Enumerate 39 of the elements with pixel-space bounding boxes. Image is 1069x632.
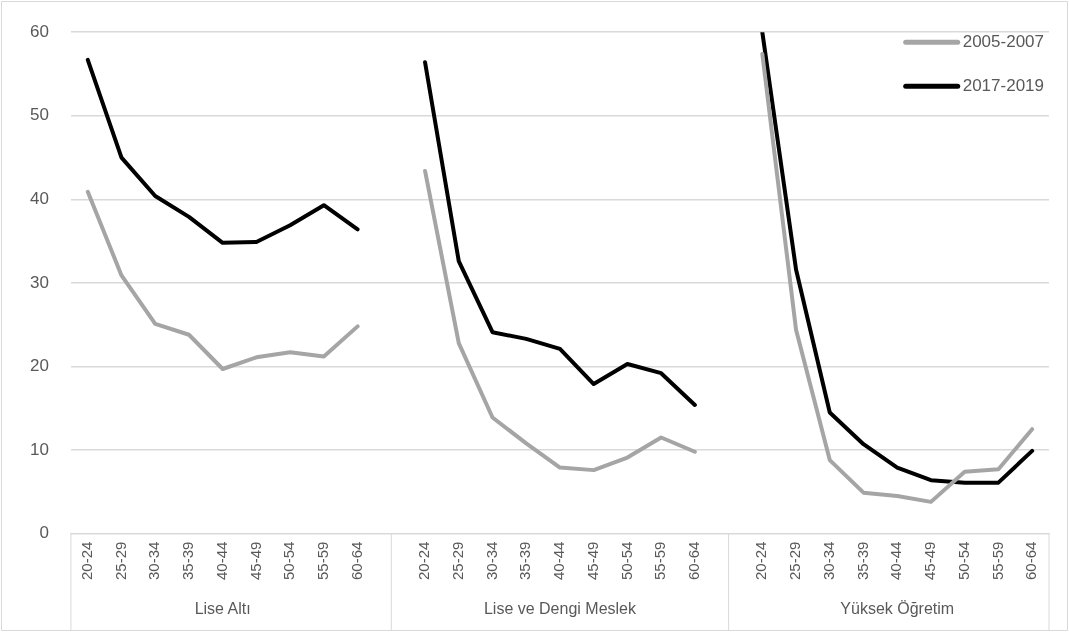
x-tick-label: 30-34 <box>819 541 837 581</box>
x-tick-label: 50-54 <box>280 541 298 581</box>
x-tick-label: 60-64 <box>685 541 702 581</box>
x-tick-label: 35-39 <box>516 541 534 581</box>
x-tick-label: 20-24 <box>752 541 770 581</box>
x-tick-label: 50-54 <box>617 541 635 581</box>
x-tick-label: 25-29 <box>448 541 466 581</box>
legend-label: 2005-2007 <box>962 31 1045 51</box>
y-tick-label: 30 <box>29 272 49 292</box>
x-tick-label: 45-49 <box>246 541 264 581</box>
x-tick-label: 20-24 <box>415 541 433 581</box>
x-tick-label: 30-34 <box>482 541 500 581</box>
x-tick-label: 35-39 <box>853 541 871 581</box>
y-tick-label: 50 <box>29 105 49 125</box>
y-tick-label: 60 <box>29 21 49 41</box>
x-tick-label: 25-29 <box>786 541 804 581</box>
x-tick-label: 55-59 <box>314 541 331 581</box>
x-tick-label: 60-64 <box>1022 541 1040 581</box>
x-tick-label: 55-59 <box>988 541 1006 581</box>
x-tick-label: 30-34 <box>145 541 163 581</box>
x-tick-label: 45-49 <box>583 541 601 581</box>
x-tick-label: 60-64 <box>347 541 365 581</box>
text: Yüksek Öğretim <box>840 600 955 618</box>
x-tick-label: 35-39 <box>179 541 197 581</box>
x-tick-label: 55-59 <box>651 541 669 581</box>
y-tick-label: 0 <box>39 523 49 543</box>
y-tick-label: 40 <box>29 189 49 209</box>
x-tick-label: 25-29 <box>111 541 129 581</box>
x-tick-label: 40-44 <box>550 541 568 581</box>
x-tick-label: 20-24 <box>77 541 95 581</box>
y-tick-label: 20 <box>29 356 49 376</box>
x-tick-label: 40-44 <box>887 541 905 581</box>
text: Lise Altı <box>194 600 251 618</box>
x-tick-label: 50-54 <box>954 541 972 581</box>
legend-label: 2017-2019 <box>962 75 1045 95</box>
x-tick-label: 40-44 <box>212 541 230 581</box>
text: Lise ve Dengi Meslek <box>483 600 637 618</box>
y-tick-label: 10 <box>29 439 49 459</box>
x-tick-label: 45-49 <box>921 541 939 581</box>
